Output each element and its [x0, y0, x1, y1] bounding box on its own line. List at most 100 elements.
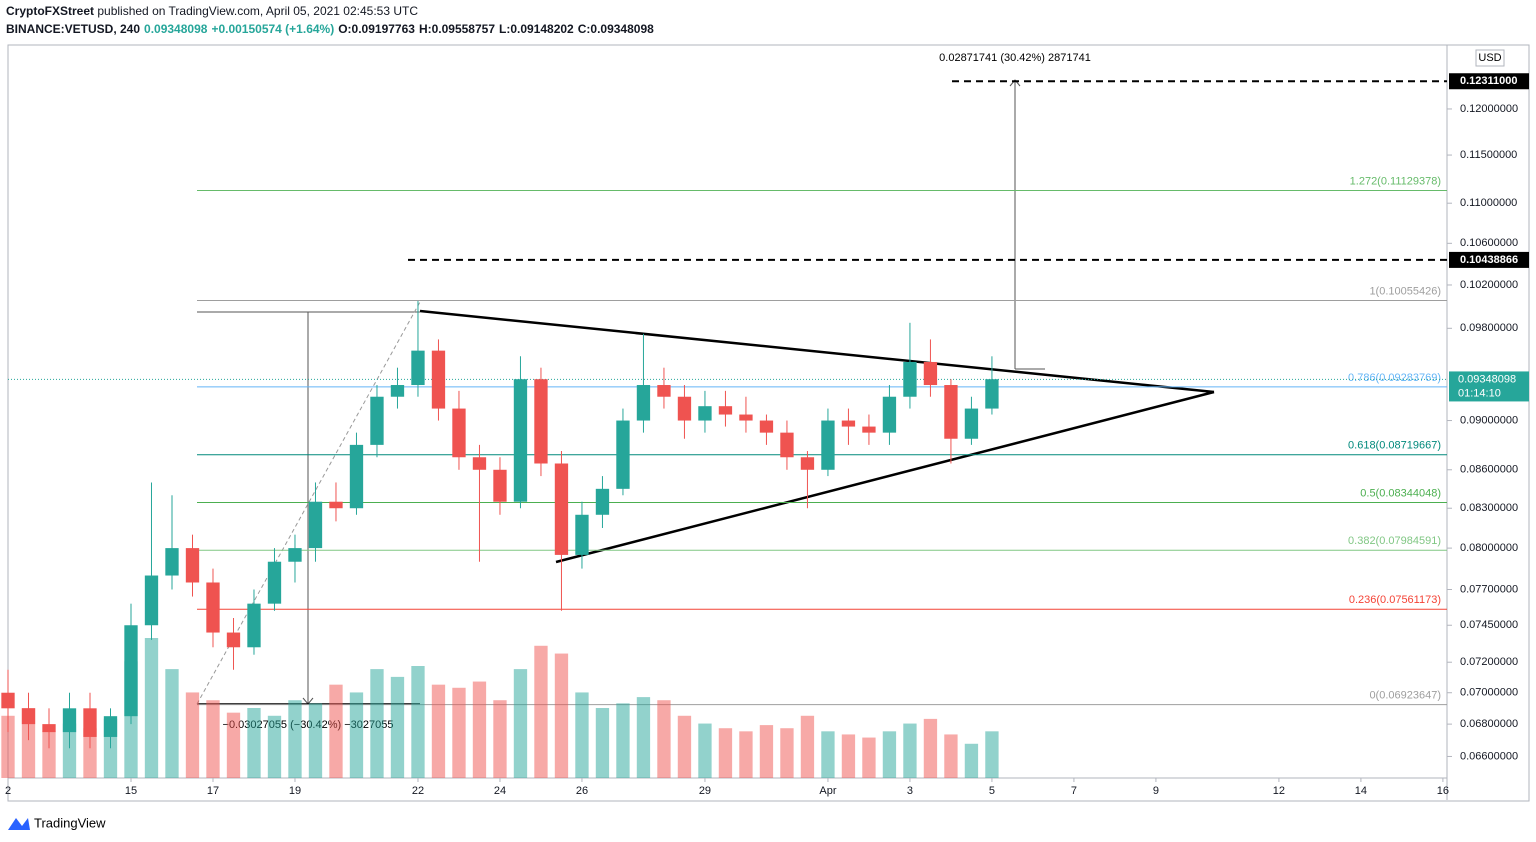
candle-body	[288, 548, 302, 562]
measure-label: −0.03027055 (−30.42%) −3027055	[223, 719, 394, 731]
candle-body	[226, 632, 241, 648]
candle-body	[165, 548, 179, 576]
candle-body	[144, 575, 159, 626]
y-tick-label: 0.08600000	[1460, 464, 1518, 476]
volume-bar	[349, 692, 364, 778]
volume-bar	[431, 684, 446, 778]
arrow-head	[1009, 79, 1021, 87]
frame	[7, 44, 1530, 802]
candle-body	[103, 716, 118, 737]
volume-bar	[390, 676, 405, 778]
price: 0.09348098	[144, 22, 208, 36]
arrow-head	[302, 697, 314, 705]
volume-bar	[21, 708, 36, 778]
candle-body	[534, 379, 548, 464]
volume-bar	[308, 703, 323, 778]
triangle	[419, 309, 1215, 564]
x-tick-label: 26	[576, 785, 588, 797]
candle-body	[124, 625, 138, 717]
volume-bar	[329, 684, 343, 778]
candle-body	[923, 361, 938, 386]
volume-bar	[944, 734, 958, 778]
candle-body	[42, 724, 56, 733]
volume-bar	[165, 669, 179, 778]
candle-body	[247, 603, 261, 648]
candle-body	[882, 396, 897, 433]
open: O:0.09197763	[338, 22, 415, 36]
candle-body	[575, 514, 589, 555]
measures	[196, 79, 1045, 705]
x-tick-label: 16	[1437, 785, 1449, 797]
candle-body	[677, 396, 692, 421]
fib-anchor	[196, 301, 421, 705]
volume-bar	[206, 700, 220, 778]
x-tick-label: 2	[5, 785, 11, 797]
fib-label: 1.272(0.11129378)	[1350, 175, 1441, 187]
volume-bar	[288, 700, 302, 778]
price-badge-label: 0.12311000	[1460, 75, 1518, 87]
volume-bar	[923, 718, 938, 778]
fib-label: 0.5(0.08344048)	[1360, 487, 1441, 499]
x-tick-label: 5	[989, 785, 995, 797]
upper-trendline	[419, 309, 1215, 394]
fib-label: 0.618(0.08719667)	[1348, 440, 1441, 452]
x-tick-label: 7	[1071, 785, 1077, 797]
high: H:0.09558757	[418, 22, 495, 36]
price-badge	[1449, 73, 1529, 90]
close: C:0.09348098	[577, 22, 654, 36]
x-tick-label: 9	[1153, 785, 1159, 797]
y-tick-label: 0.11000000	[1460, 197, 1517, 209]
candle-body	[759, 420, 774, 433]
candle-body	[349, 444, 364, 509]
volume-bar	[841, 734, 856, 778]
volume-bar	[862, 737, 876, 778]
volume-bar	[226, 712, 241, 778]
candle-body	[21, 708, 36, 725]
x-tick-label: 14	[1355, 785, 1367, 797]
fib-label: 0.236(0.07561173)	[1349, 594, 1441, 606]
y-tick-label: 0.10200000	[1460, 279, 1518, 291]
volume-bar	[472, 681, 487, 778]
candle-body	[800, 457, 815, 470]
candle-body	[554, 463, 569, 555]
candle-body	[390, 385, 405, 397]
volume-bar	[267, 715, 282, 778]
volume-bar	[534, 645, 548, 778]
y-tick-label: 0.07200000	[1460, 656, 1518, 668]
candle-body	[657, 385, 671, 397]
volume-bar	[124, 661, 138, 778]
volume-bar	[657, 700, 671, 778]
candle-body	[62, 708, 77, 733]
candle-body	[616, 420, 630, 489]
candle-body	[472, 457, 487, 470]
candle-body	[862, 426, 876, 433]
volume-bar	[800, 715, 815, 778]
volume-bar	[718, 728, 733, 778]
volume-bar	[554, 653, 569, 778]
volume-bar	[370, 669, 384, 778]
candle-body	[267, 561, 282, 604]
volume-bar	[636, 697, 651, 778]
candle-body	[206, 582, 220, 633]
x-tick-label: 12	[1273, 785, 1285, 797]
volume-bar	[821, 731, 835, 778]
x-tick-label: Apr	[819, 785, 836, 797]
publish-line: CryptoFXStreet published on TradingView.…	[6, 4, 422, 18]
volume-bar	[411, 666, 425, 778]
y-tick-label: 0.08300000	[1460, 502, 1518, 514]
volume-bar	[144, 638, 159, 778]
candle-body	[780, 432, 794, 458]
candle-body	[985, 379, 999, 409]
y-tick-label: 0.12000000	[1460, 103, 1518, 115]
volume-bar	[83, 728, 97, 778]
candle-body	[308, 501, 323, 549]
volume-bar	[575, 692, 589, 778]
candle-body	[513, 379, 528, 502]
volume-bar	[185, 692, 200, 778]
candle-body	[636, 385, 651, 421]
fib-label: 0(0.06923647)	[1369, 690, 1441, 702]
candle-body	[431, 350, 446, 409]
y-tick-label: 0.07450000	[1460, 619, 1518, 631]
price-badge	[1449, 251, 1529, 268]
